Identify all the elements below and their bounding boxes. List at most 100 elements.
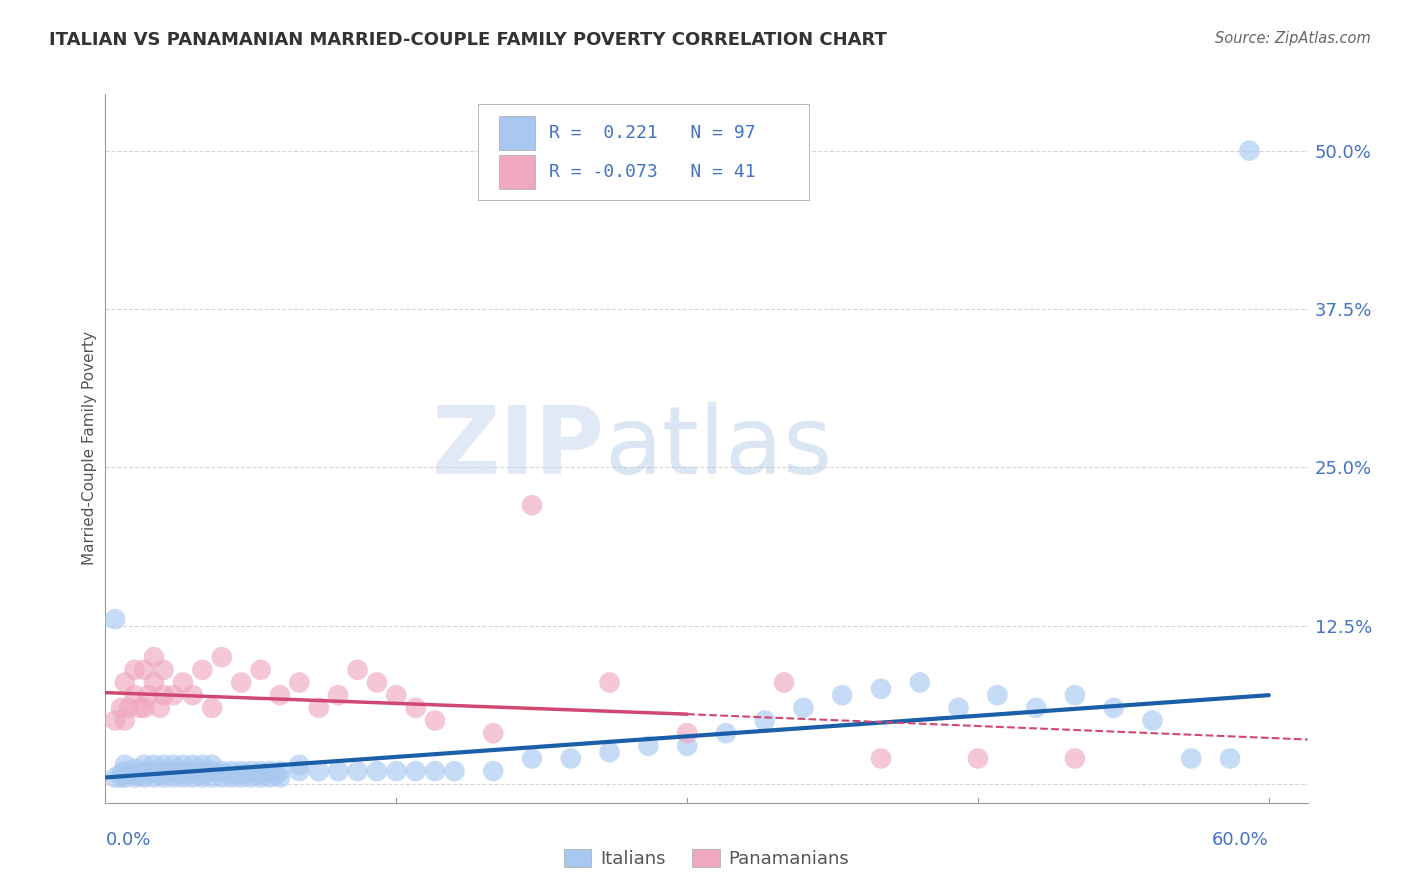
Point	[124, 688, 146, 702]
Point	[114, 764, 136, 779]
Point	[967, 751, 990, 765]
Point	[142, 771, 165, 785]
Point	[259, 771, 281, 785]
Point	[129, 768, 152, 782]
Point	[520, 498, 543, 512]
Text: 60.0%: 60.0%	[1212, 830, 1268, 848]
FancyBboxPatch shape	[478, 104, 808, 200]
Legend: Italians, Panamanians: Italians, Panamanians	[557, 841, 856, 875]
Point	[162, 771, 184, 785]
Point	[152, 771, 174, 785]
Point	[326, 764, 349, 779]
Text: 0.0%: 0.0%	[105, 830, 150, 848]
Point	[124, 762, 146, 776]
Point	[167, 768, 190, 782]
Point	[110, 701, 132, 715]
Point	[118, 766, 141, 780]
Point	[221, 771, 243, 785]
Point	[253, 766, 276, 780]
Point	[288, 764, 311, 779]
Point	[149, 768, 172, 782]
Point	[676, 739, 699, 753]
Point	[269, 771, 291, 785]
Point	[520, 751, 543, 765]
Point	[231, 771, 253, 785]
Point	[214, 766, 236, 780]
Point	[187, 768, 209, 782]
Point	[195, 766, 218, 780]
Point	[948, 701, 970, 715]
Point	[308, 701, 330, 715]
Point	[191, 771, 214, 785]
Point	[211, 764, 233, 779]
Point	[288, 757, 311, 772]
Point	[124, 768, 146, 782]
Point	[405, 701, 427, 715]
Point	[346, 764, 368, 779]
Point	[385, 688, 408, 702]
Text: R =  0.221   N = 97: R = 0.221 N = 97	[548, 124, 755, 142]
Point	[1064, 688, 1087, 702]
Point	[124, 663, 146, 677]
Point	[142, 757, 165, 772]
Point	[191, 764, 214, 779]
Point	[181, 771, 204, 785]
Point	[986, 688, 1008, 702]
Point	[142, 764, 165, 779]
Point	[181, 757, 204, 772]
Point	[172, 764, 194, 779]
Point	[870, 681, 893, 696]
Point	[1025, 701, 1047, 715]
Point	[191, 663, 214, 677]
Point	[104, 714, 127, 728]
Point	[326, 688, 349, 702]
Point	[152, 688, 174, 702]
Point	[443, 764, 465, 779]
Point	[181, 764, 204, 779]
Point	[134, 663, 156, 677]
Point	[201, 701, 224, 715]
Point	[152, 757, 174, 772]
Point	[239, 771, 262, 785]
Point	[201, 764, 224, 779]
Point	[599, 675, 621, 690]
Point	[156, 766, 179, 780]
Point	[1239, 144, 1261, 158]
Point	[114, 675, 136, 690]
Point	[118, 701, 141, 715]
Point	[870, 751, 893, 765]
Point	[269, 764, 291, 779]
Point	[482, 764, 505, 779]
Point	[162, 764, 184, 779]
Point	[423, 764, 446, 779]
Point	[134, 701, 156, 715]
Point	[162, 757, 184, 772]
Point	[226, 768, 249, 782]
Point	[908, 675, 931, 690]
Point	[129, 769, 152, 783]
Point	[385, 764, 408, 779]
Point	[1219, 751, 1241, 765]
Bar	[499, 116, 534, 150]
Point	[104, 771, 127, 785]
Text: ZIP: ZIP	[432, 402, 605, 494]
Point	[114, 714, 136, 728]
Point	[714, 726, 737, 740]
Point	[308, 764, 330, 779]
Point	[560, 751, 582, 765]
Point	[191, 757, 214, 772]
Point	[1142, 714, 1164, 728]
Point	[773, 675, 796, 690]
Text: ITALIAN VS PANAMANIAN MARRIED-COUPLE FAMILY POVERTY CORRELATION CHART: ITALIAN VS PANAMANIAN MARRIED-COUPLE FAM…	[49, 31, 887, 49]
Point	[259, 764, 281, 779]
Point	[201, 757, 224, 772]
Point	[239, 764, 262, 779]
Point	[366, 675, 388, 690]
Point	[233, 766, 256, 780]
Point	[211, 771, 233, 785]
Point	[231, 675, 253, 690]
Point	[110, 771, 132, 785]
Point	[149, 701, 172, 715]
Point	[172, 771, 194, 785]
Point	[136, 688, 159, 702]
